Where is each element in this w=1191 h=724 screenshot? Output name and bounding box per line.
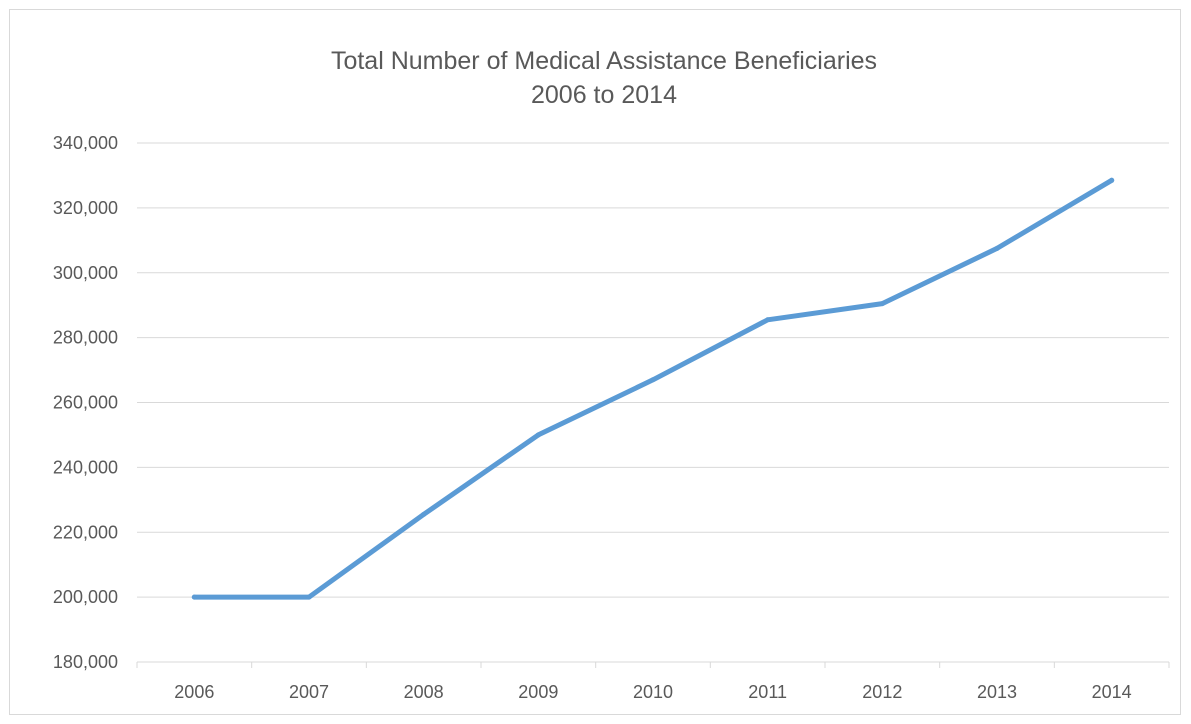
chart-title: Total Number of Medical Assistance Benef… <box>331 47 877 109</box>
x-tick-label: 2007 <box>289 682 329 702</box>
data-point <box>535 432 541 438</box>
x-tick-label: 2008 <box>404 682 444 702</box>
data-point <box>191 594 197 600</box>
chart-title-line-1: Total Number of Medical Assistance Benef… <box>331 47 877 75</box>
data-point <box>1109 177 1115 183</box>
y-tick-label: 340,000 <box>53 133 118 153</box>
y-tick-label: 220,000 <box>53 522 118 542</box>
data-point <box>650 377 656 383</box>
y-tick-label: 300,000 <box>53 263 118 283</box>
data-point <box>306 594 312 600</box>
series-line <box>191 177 1115 600</box>
x-tick-label: 2009 <box>518 682 558 702</box>
y-tick-label: 280,000 <box>53 328 118 348</box>
y-axis-tick-labels: 180,000 200,000 220,000 240,000 260,000 280,0… <box>53 133 118 672</box>
x-axis-tick-labels: 2006 2007 2008 2009 2010 2011 2012 2013 2014 <box>174 682 1131 702</box>
data-point <box>421 511 427 517</box>
x-tick-label: 2011 <box>748 682 787 702</box>
data-point <box>879 301 885 307</box>
line-chart: Total Number of Medical Assistance Benef… <box>53 47 1170 702</box>
data-point <box>765 317 771 323</box>
x-tick-label: 2013 <box>977 682 1017 702</box>
y-tick-label: 320,000 <box>53 198 118 218</box>
y-tick-label: 260,000 <box>53 393 118 413</box>
x-tick-label: 2014 <box>1092 682 1132 702</box>
gridlines <box>137 142 1169 598</box>
series-lines <box>191 177 1115 600</box>
chart-title-line-2: 2006 to 2014 <box>531 81 677 109</box>
x-tick-label: 2012 <box>862 682 902 702</box>
data-point <box>994 245 1000 251</box>
y-tick-label: 240,000 <box>53 457 118 477</box>
x-tick-label: 2010 <box>633 682 673 702</box>
x-axis <box>136 661 1170 668</box>
chart-container: Total Number of Medical Assistance Benef… <box>9 9 1181 715</box>
y-tick-label: 180,000 <box>53 652 118 672</box>
x-tick-label: 2006 <box>174 682 214 702</box>
y-tick-label: 200,000 <box>53 587 118 607</box>
